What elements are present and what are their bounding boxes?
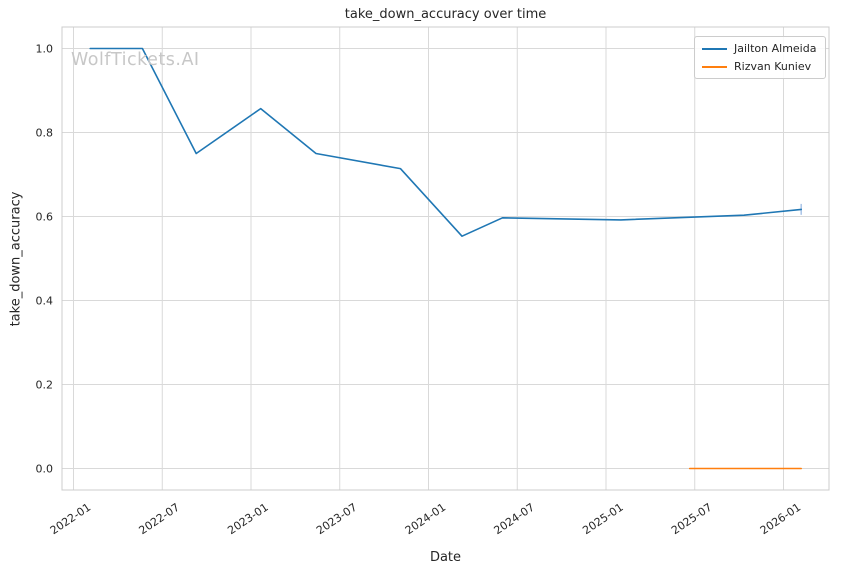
chart-title: take_down_accuracy over time <box>344 7 547 22</box>
x-tick-label: 2023-01 <box>225 501 270 537</box>
y-tick-label: 0.6 <box>36 211 54 224</box>
watermark: WolfTickets.AI <box>71 50 200 70</box>
x-tick-label: 2026-01 <box>758 501 803 537</box>
x-tick-label: 2022-01 <box>48 501 93 537</box>
y-tick-label: 0.0 <box>36 463 54 476</box>
legend: Jailton Almeida Rizvan Kuniev <box>694 36 827 79</box>
x-tick-label: 2024-07 <box>492 501 537 537</box>
x-tick-label: 2025-07 <box>669 501 714 537</box>
y-tick-label: 0.8 <box>36 127 54 140</box>
x-axis-label: Date <box>429 550 462 565</box>
legend-line-swatch <box>702 47 727 50</box>
series-line-jailton-almeida <box>89 47 803 237</box>
x-tick-label: 2025-01 <box>580 501 625 537</box>
legend-label: Jailton Almeida <box>734 42 817 55</box>
legend-item-jailton-almeida: Jailton Almeida <box>702 42 816 55</box>
legend-item-rizvan-kuniev: Rizvan Kuniev <box>702 60 816 73</box>
plot-border <box>61 26 830 491</box>
legend-line-swatch <box>702 65 727 68</box>
legend-label: Rizvan Kuniev <box>734 60 812 73</box>
x-tick-label: 2023-07 <box>314 501 359 537</box>
x-tick-label: 2024-01 <box>403 501 448 537</box>
y-axis-label: take_down_accuracy <box>8 191 24 327</box>
y-tick-label: 0.2 <box>36 379 54 392</box>
y-tick-label: 0.4 <box>36 295 54 308</box>
x-tick-label: 2022-07 <box>137 501 182 537</box>
y-tick-label: 1.0 <box>36 43 54 56</box>
